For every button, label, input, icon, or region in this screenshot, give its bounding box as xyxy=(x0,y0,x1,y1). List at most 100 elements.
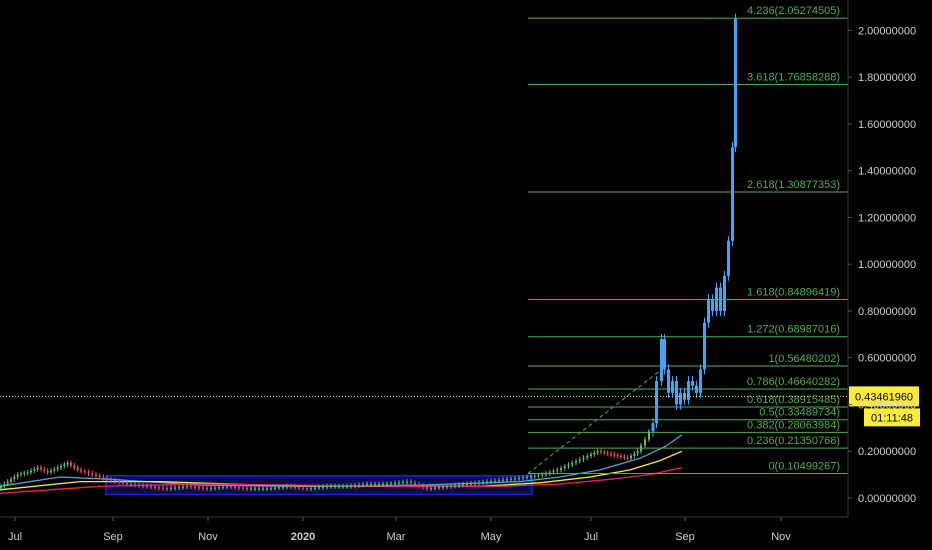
candle-body xyxy=(426,487,428,489)
candle-body xyxy=(254,488,256,490)
candle-body xyxy=(667,369,670,393)
candle-body xyxy=(306,488,308,490)
candle-body xyxy=(563,466,566,469)
candle-body xyxy=(60,466,62,468)
candle-body xyxy=(106,478,109,480)
fib-level-label: 0.618(0.38915485) xyxy=(747,394,840,406)
x-tick-label: Sep xyxy=(103,531,123,543)
x-tick-label: Jul xyxy=(8,531,22,543)
candle-body xyxy=(514,478,516,480)
candle-body xyxy=(122,482,124,484)
candle-body xyxy=(134,484,136,486)
candle-body xyxy=(214,487,216,489)
candle-body xyxy=(46,470,49,473)
candle-body xyxy=(606,452,609,454)
candle-body xyxy=(548,472,551,474)
candle-body xyxy=(711,299,714,311)
countdown-label: 01:11:48 xyxy=(871,412,913,424)
candle-body xyxy=(23,473,26,475)
fib-level-label: 2.618(1.30877353) xyxy=(747,179,840,191)
candle-body xyxy=(571,462,574,465)
candle-body xyxy=(590,454,592,456)
fib-level-label: 0(0.10499267) xyxy=(768,460,840,472)
candle-body xyxy=(346,486,348,488)
candle-body xyxy=(623,456,626,458)
candle-body xyxy=(596,451,599,453)
candle-body xyxy=(126,483,128,485)
candle-body xyxy=(593,452,596,455)
candle-body xyxy=(374,483,376,485)
candle-body xyxy=(56,467,59,470)
candle-body xyxy=(603,452,606,454)
candle-body xyxy=(202,487,204,489)
candle-body xyxy=(6,481,9,484)
candle-body xyxy=(699,369,702,393)
candle-body xyxy=(418,484,420,486)
fib-level-label: 0.786(0.46640282) xyxy=(747,376,840,388)
candle-body xyxy=(567,464,570,467)
candle-body xyxy=(438,487,440,489)
candle-body xyxy=(530,476,532,478)
candle-body xyxy=(36,467,39,470)
x-tick-label: Sep xyxy=(675,531,695,543)
candle-body xyxy=(198,487,200,489)
y-tick-label: 0.40000000 xyxy=(858,399,916,411)
fib-level-label: 0.236(0.21350768) xyxy=(747,435,840,447)
candle-body xyxy=(518,477,520,479)
candle-body xyxy=(506,479,508,481)
candle-body xyxy=(30,470,32,473)
x-tick-label: Nov xyxy=(771,531,791,543)
candle-body xyxy=(286,486,288,488)
candle-body xyxy=(462,484,464,486)
candle-body xyxy=(318,487,320,489)
candle-body xyxy=(278,487,280,489)
candle-body xyxy=(13,476,16,480)
fibonacci-extension[interactable]: 4.236(2.05274505) 3.618(1.76858288) 2.618(… xyxy=(527,5,848,474)
candle-body xyxy=(358,484,360,486)
candle-body xyxy=(630,455,632,459)
candle-body xyxy=(560,468,562,470)
candle-body xyxy=(70,462,72,466)
candle-body xyxy=(470,483,472,485)
candle-body xyxy=(342,486,344,488)
candle-body xyxy=(414,483,416,485)
candle-body xyxy=(600,451,602,453)
candle-body xyxy=(298,487,300,489)
candle-body xyxy=(146,485,148,487)
candle-body xyxy=(410,481,412,484)
candle-body xyxy=(486,481,488,483)
candle-body xyxy=(510,478,512,480)
x-tick-label: Nov xyxy=(198,531,218,543)
candle-body xyxy=(262,488,264,490)
candle-body xyxy=(398,482,400,484)
candle-body xyxy=(174,487,176,489)
current-price-label: 0.43461960 xyxy=(855,391,913,403)
y-tick-label: 1.60000000 xyxy=(858,119,916,131)
candle-body xyxy=(258,488,260,490)
candle-body xyxy=(450,485,452,487)
candle-body xyxy=(218,487,220,489)
candle-body xyxy=(20,473,22,475)
candle-body xyxy=(434,487,436,489)
candle-body xyxy=(66,462,69,465)
candle-body xyxy=(40,467,42,470)
candle-body xyxy=(114,480,116,482)
candle-body xyxy=(246,488,248,490)
y-tick-label: 1.20000000 xyxy=(858,212,916,224)
candle-body xyxy=(522,477,524,479)
candle-body xyxy=(715,287,718,311)
candle-body xyxy=(10,479,12,482)
candle-body xyxy=(16,474,19,477)
candle-body xyxy=(222,486,224,488)
candle-body xyxy=(206,488,208,490)
candle-body xyxy=(234,486,236,488)
candle-body xyxy=(290,486,292,488)
candle-body xyxy=(322,486,324,488)
candle-body xyxy=(390,483,392,485)
candle-body xyxy=(613,454,616,456)
candle-body xyxy=(53,469,56,471)
candle-body xyxy=(274,487,276,489)
candle-body xyxy=(158,487,160,489)
